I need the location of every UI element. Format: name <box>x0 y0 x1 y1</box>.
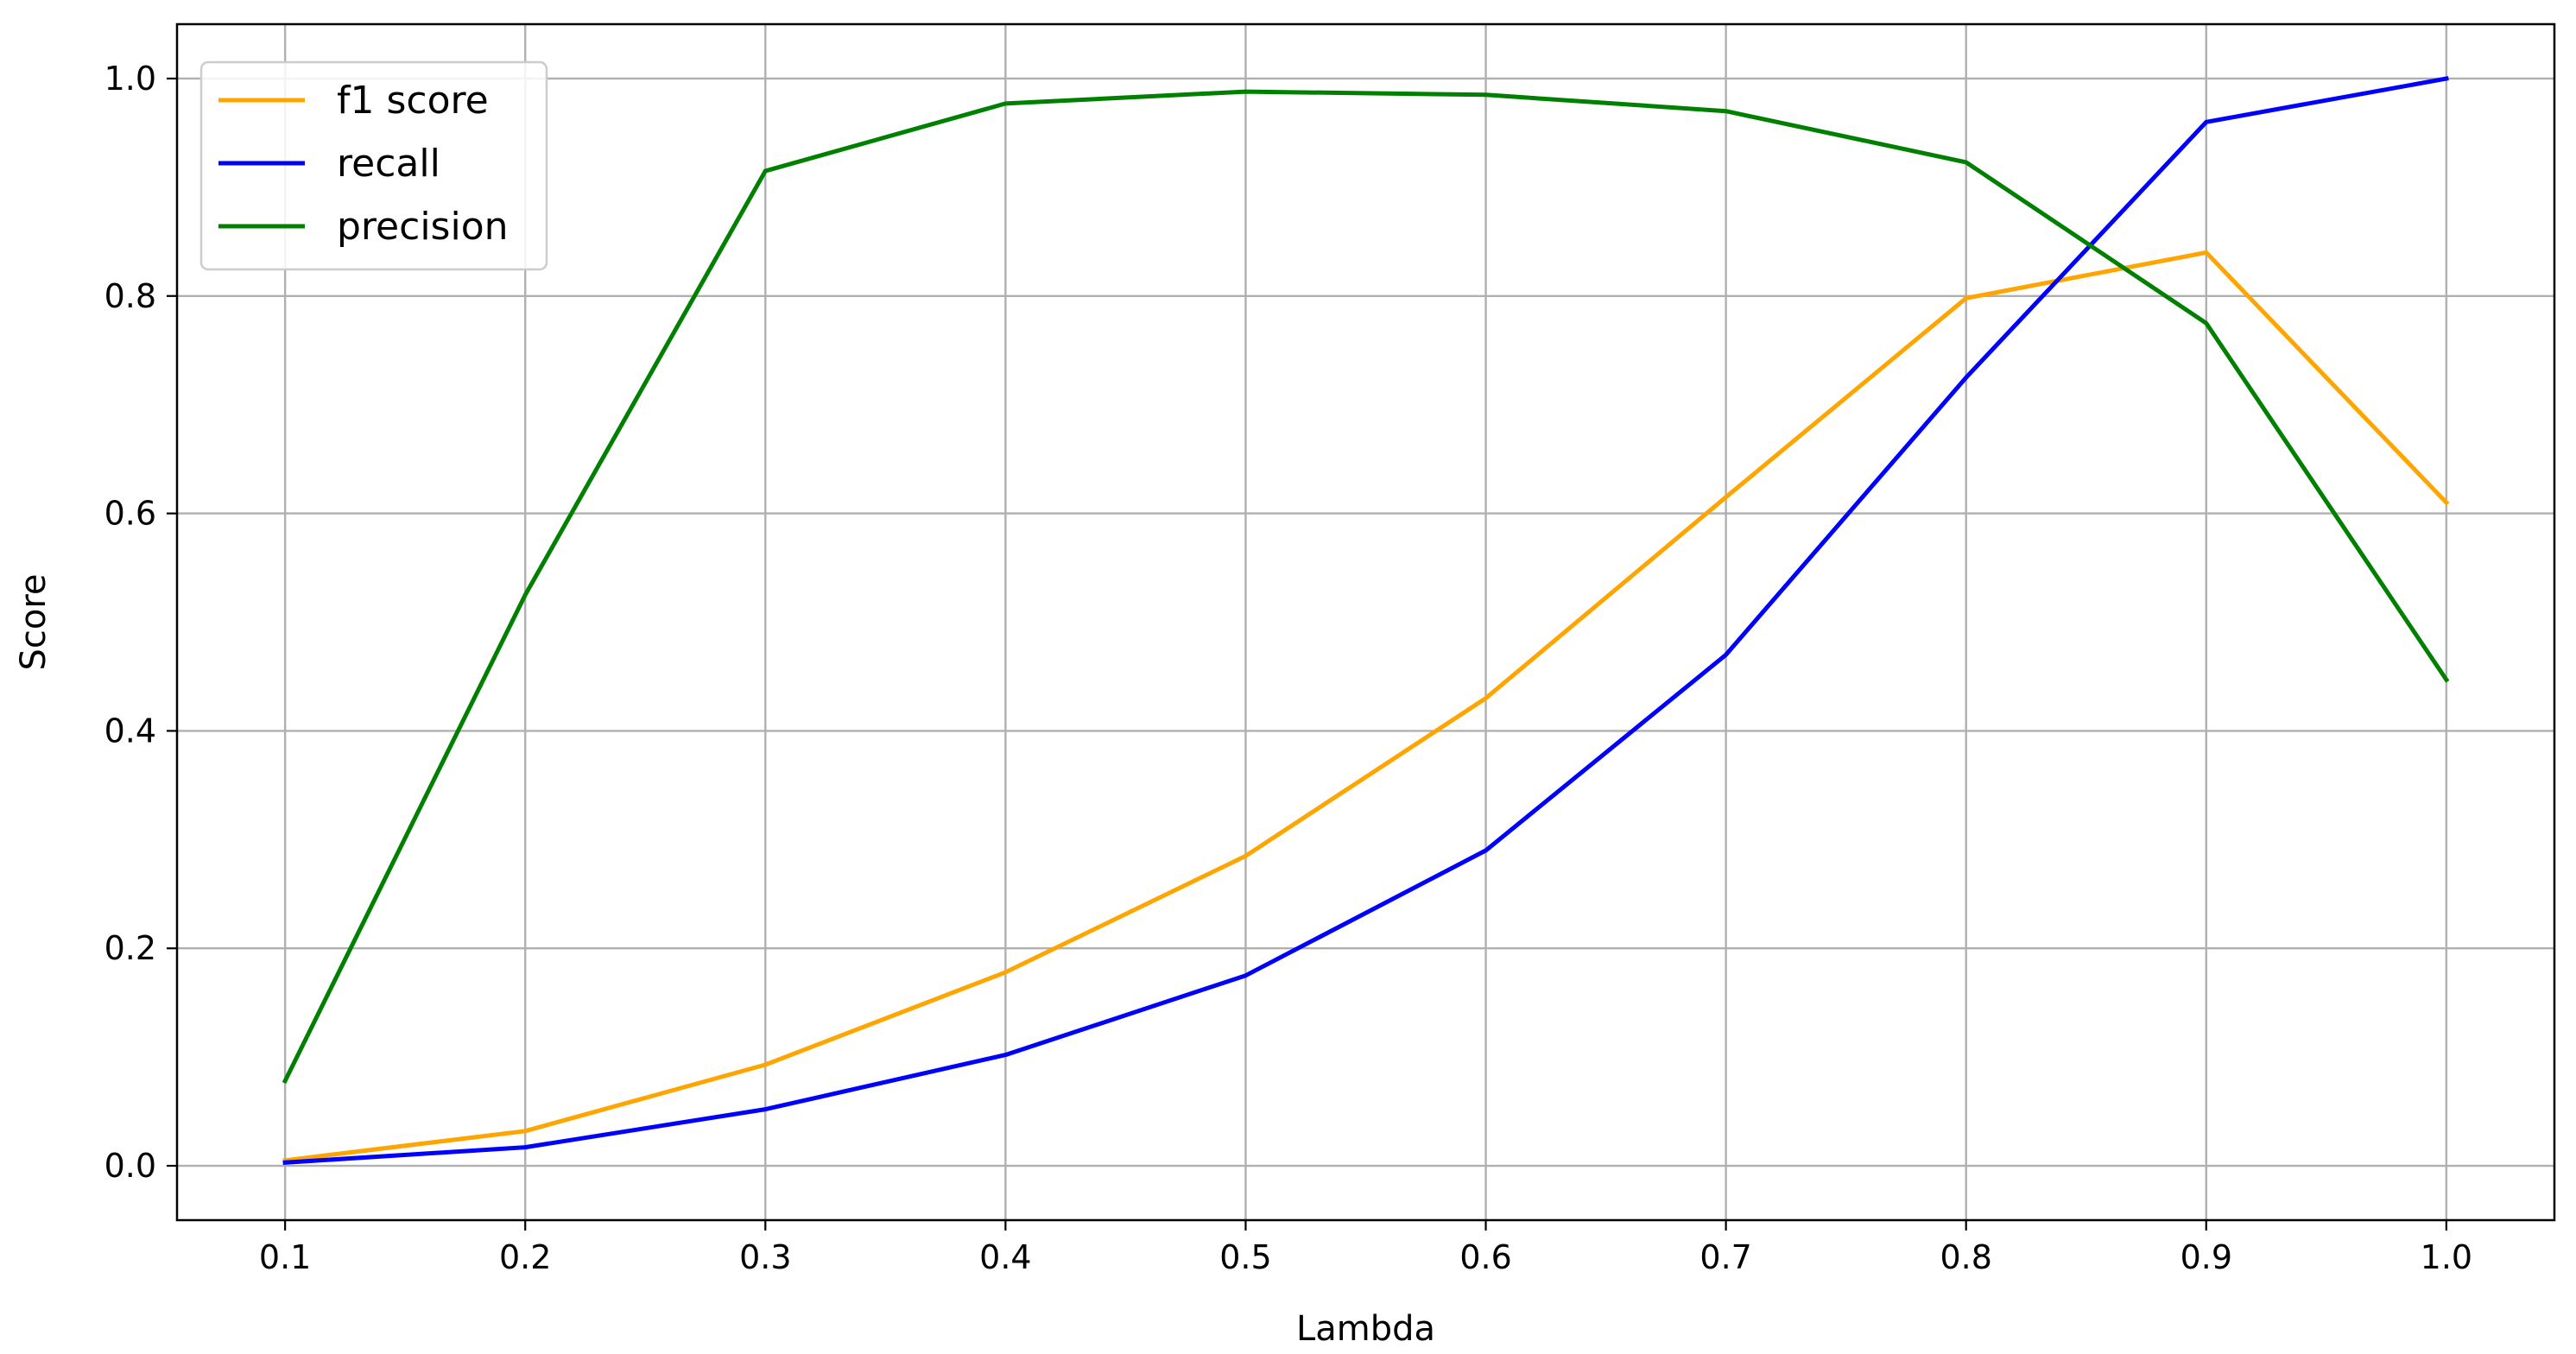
grid-lines <box>177 24 2554 1220</box>
x-tick-label: 0.3 <box>739 1238 791 1276</box>
series-line-f1-score <box>282 250 2450 1163</box>
y-axis-ticks: 0.0 0.2 0.4 0.6 0.8 1.0 <box>104 60 177 1185</box>
y-tick-label: 0.6 <box>104 495 156 533</box>
x-tick-label: 0.4 <box>979 1238 1031 1276</box>
x-tick-label: 0.5 <box>1219 1238 1271 1276</box>
series-lines <box>282 76 2450 1165</box>
plot-frame <box>175 22 2556 1222</box>
x-tick-label: 0.7 <box>1699 1238 1751 1276</box>
legend-label: recall <box>337 142 440 186</box>
series-line-recall <box>282 76 2449 1165</box>
legend-box <box>199 60 548 271</box>
series-line-precision <box>282 89 2450 1085</box>
x-tick-label: 0.8 <box>1940 1238 1991 1276</box>
y-tick-label: 0.4 <box>104 712 156 750</box>
legend-label: precision <box>337 205 509 249</box>
x-tick-label: 1.0 <box>2421 1238 2472 1276</box>
y-tick-label: 1.0 <box>104 60 156 98</box>
x-axis-label: Lambda <box>1296 1309 1435 1349</box>
legend: f1 score recall precision <box>199 60 548 271</box>
y-tick-label: 0.2 <box>104 929 156 967</box>
x-tick-label: 0.1 <box>259 1238 311 1276</box>
y-tick-label: 0.0 <box>104 1147 156 1185</box>
x-axis-ticks: 0.1 0.2 0.3 0.4 0.5 0.6 0.7 0.8 0.9 1.0 <box>259 1220 2472 1276</box>
legend-label: f1 score <box>337 79 489 123</box>
x-tick-label: 0.9 <box>2180 1238 2232 1276</box>
y-tick-label: 0.8 <box>104 277 156 315</box>
x-tick-label: 0.2 <box>499 1238 551 1276</box>
y-axis-label: Score <box>14 573 54 670</box>
x-tick-label: 0.6 <box>1459 1238 1511 1276</box>
